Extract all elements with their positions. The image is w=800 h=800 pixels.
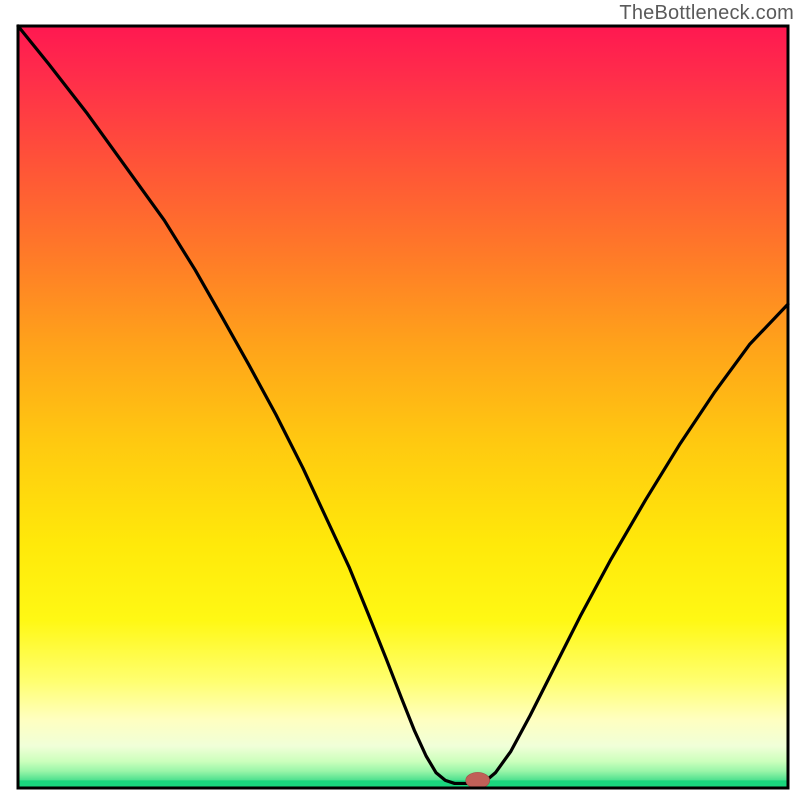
chart-canvas: TheBottleneck.com [0,0,800,800]
gradient-background [18,26,788,788]
watermark-text: TheBottleneck.com [619,2,794,25]
optimal-marker [466,772,490,788]
bottleneck-chart [0,0,800,800]
